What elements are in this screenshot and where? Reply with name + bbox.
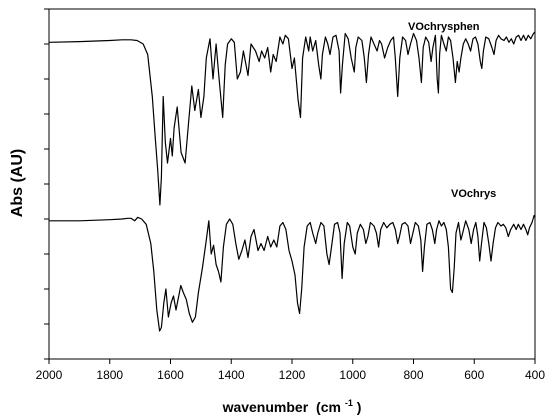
x-tick-label: 2000 bbox=[36, 368, 63, 382]
plot-frame bbox=[48, 8, 536, 360]
x-axis-title-main: wavenumber bbox=[222, 399, 309, 415]
spectrum-line-vochrys bbox=[49, 214, 536, 332]
x-tick-label: 800 bbox=[403, 368, 423, 382]
x-axis-title-unit-sup: -1 bbox=[345, 398, 353, 408]
x-axis-title: wavenumber (cm -1 ) bbox=[222, 393, 362, 415]
y-axis-ticks bbox=[44, 8, 49, 360]
series-label-vochrys: VOchrys bbox=[451, 188, 496, 200]
x-tick-label: 1200 bbox=[279, 368, 306, 382]
x-axis-title-unit-close: ) bbox=[357, 399, 362, 415]
y-axis-title: Abs (AU) bbox=[9, 149, 26, 217]
x-tick-label: 1600 bbox=[157, 368, 184, 382]
x-axis-ticks: 2000 1800 1600 1400 1200 1000 800 600 400 bbox=[36, 359, 545, 382]
series-label-vochrysphen: VOchrysphen bbox=[408, 21, 480, 33]
x-tick-label: 1400 bbox=[218, 368, 245, 382]
x-tick-label: 1800 bbox=[96, 368, 123, 382]
x-tick-label: 400 bbox=[525, 368, 545, 382]
spectrum-line-vochrysphen bbox=[48, 31, 536, 206]
x-axis-title-unit: (cm bbox=[316, 399, 341, 415]
spectra-group bbox=[48, 31, 536, 332]
x-tick-label: 600 bbox=[464, 368, 484, 382]
x-tick-label: 1000 bbox=[339, 368, 366, 382]
